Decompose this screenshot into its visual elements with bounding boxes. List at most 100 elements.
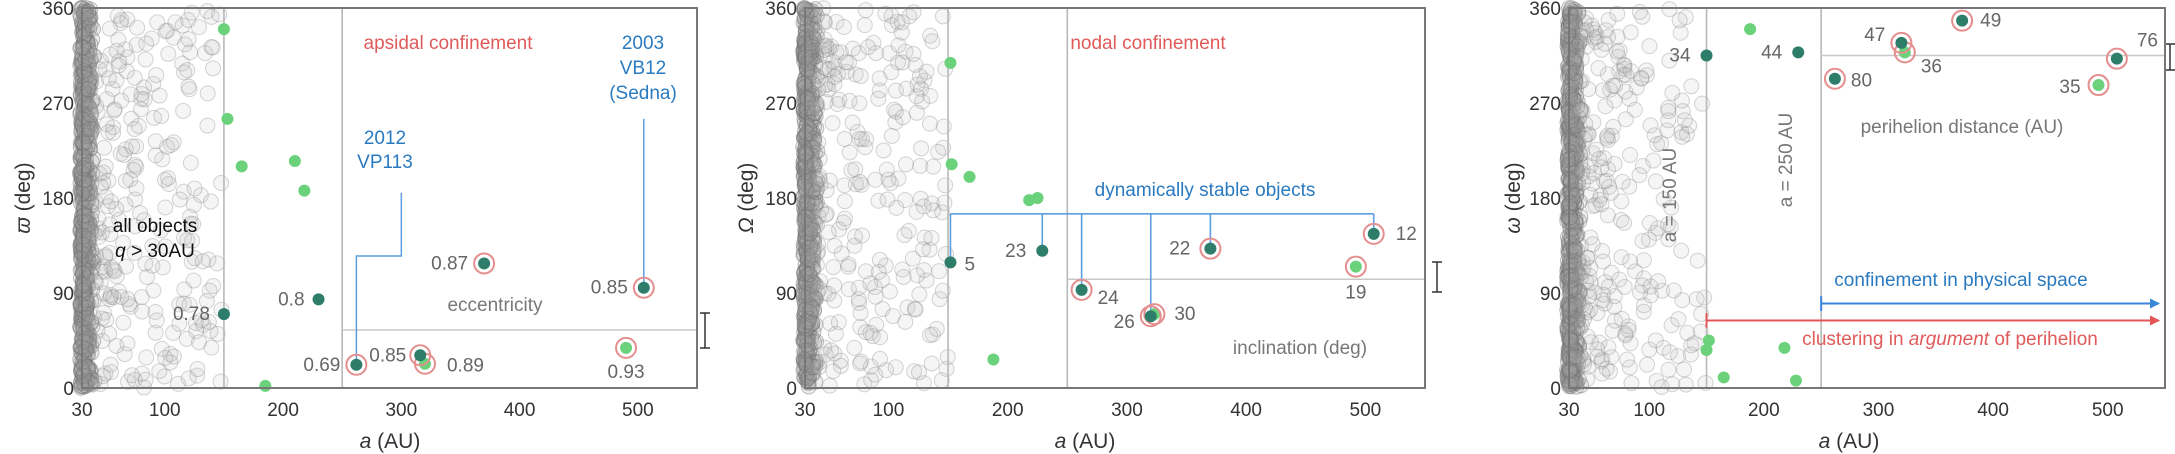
point-label: 24 (1098, 288, 1120, 309)
background-object (182, 215, 199, 232)
background-object-dense (79, 139, 96, 156)
background-object-dense (75, 226, 92, 243)
q-condition-label: q > 30AU (115, 241, 195, 262)
background-object (160, 169, 177, 186)
y-tick-labels: 0 90 180 270 360 (42, 0, 74, 400)
background-object (840, 258, 857, 275)
background-object-dense (75, 118, 92, 135)
background-object (852, 355, 869, 372)
x-tick-300: 300 (385, 400, 417, 421)
background-object (1611, 271, 1628, 288)
background-object (827, 325, 844, 342)
background-object-dense (72, 363, 89, 380)
background-object (145, 75, 162, 92)
background-object-dense (75, 81, 92, 98)
background-object (100, 172, 117, 189)
y-tick-270: 270 (42, 94, 74, 115)
background-object (105, 119, 122, 136)
background-object-dense (76, 198, 93, 215)
light-object-5 (987, 353, 1000, 366)
background-object-dense (75, 378, 92, 395)
background-object (1619, 351, 1636, 368)
background-object-dense (76, 172, 93, 189)
background-object (841, 144, 858, 161)
background-object-dense (79, 34, 96, 51)
inset-axis-label-perihelion: perihelion distance (AU) (1861, 117, 2064, 138)
background-object (908, 104, 925, 121)
background-object-dense (82, 185, 99, 202)
background-object-dense (79, 239, 96, 256)
background-object (127, 218, 144, 235)
background-object (132, 101, 149, 118)
background-object (912, 157, 929, 174)
background-object (88, 97, 105, 114)
background-object-dense (798, 126, 815, 143)
background-object (95, 304, 112, 321)
background-object-dense (75, 24, 92, 41)
background-object (160, 176, 177, 193)
background-object-dense (76, 206, 93, 223)
background-object (101, 291, 118, 308)
background-object-dense (75, 92, 92, 109)
y-tick-270: 270 (1529, 94, 1561, 115)
label-sedna-line3: (Sedna) (609, 83, 677, 104)
background-object (88, 247, 105, 264)
background-object (895, 268, 912, 285)
background-object-dense (75, 302, 92, 319)
background-object (928, 320, 945, 337)
light-object-2 (235, 160, 248, 173)
background-object (90, 228, 107, 245)
background-object-dense (84, 31, 101, 48)
background-object (174, 17, 191, 34)
background-object-dense (72, 40, 89, 57)
background-object-dense (83, 194, 100, 211)
background-object (113, 92, 130, 109)
background-object (91, 165, 108, 182)
background-object (203, 339, 220, 356)
background-object-dense (75, 80, 92, 97)
light-object-5 (1789, 374, 1802, 387)
ring-light-1 (615, 336, 638, 359)
background-object (1670, 311, 1687, 328)
y-tick-90: 90 (776, 284, 797, 305)
background-object-dense (78, 121, 95, 138)
y-tick-0: 0 (63, 379, 74, 400)
x-tick-30: 30 (71, 400, 92, 421)
background-object (810, 134, 827, 151)
background-object (1631, 4, 1648, 21)
background-object-dense (75, 277, 92, 294)
background-object (1575, 351, 1592, 368)
background-object-dense (83, 293, 100, 310)
background-object-dense (78, 127, 95, 144)
background-object-dense (79, 10, 96, 27)
background-object (180, 11, 197, 28)
background-object-dense (76, 85, 93, 102)
background-object-dense (75, 237, 92, 254)
x-tick-200: 200 (992, 400, 1024, 421)
background-object-dense (75, 373, 92, 390)
background-object-dense (85, 47, 102, 64)
plotted-objects: 0.89 0.93 0.78 0.8 0.69 0.85 0.87 0.85 (173, 23, 655, 392)
background-object (195, 316, 212, 333)
background-object (1579, 371, 1596, 388)
background-object-dense (76, 100, 93, 117)
background-object (1639, 356, 1656, 373)
background-object (825, 259, 842, 276)
background-object (158, 138, 175, 155)
background-object (1620, 321, 1637, 338)
background-object-dense (75, 35, 92, 52)
background-object-dense (75, 248, 92, 265)
background-object-dense (79, 219, 96, 236)
background-object-dense (79, 52, 96, 69)
background-object-dense (75, 257, 92, 274)
background-object (93, 178, 110, 195)
background-object (190, 19, 207, 36)
background-object (101, 325, 118, 342)
background-object (96, 263, 113, 280)
background-object (188, 323, 205, 340)
background-object (1660, 361, 1677, 378)
background-object (128, 158, 145, 175)
background-object (176, 36, 193, 53)
background-object (1677, 376, 1694, 393)
background-object (143, 30, 160, 47)
